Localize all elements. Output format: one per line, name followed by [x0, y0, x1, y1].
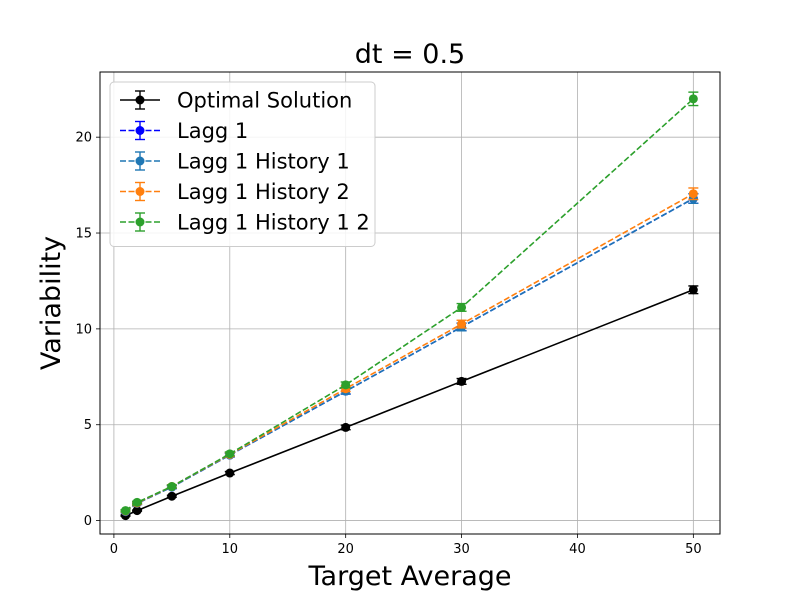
y-tick-label: 5 [84, 418, 92, 433]
data-point [341, 380, 351, 390]
legend-marker [135, 187, 145, 196]
y-tick-label: 10 [75, 322, 92, 337]
data-point [132, 506, 142, 516]
legend-label: Lagg 1 History 1 2 [177, 211, 370, 235]
legend-label: Optimal Solution [177, 89, 352, 113]
x-tick-label: 20 [337, 542, 354, 557]
ticks: 0 10 20 30 40 50 0 5 10 15 20 [75, 131, 701, 557]
legend-entry: Lagg 1 History 1 [120, 150, 350, 174]
x-tick-label: 50 [685, 542, 702, 557]
legend-entry: Lagg 1 History 1 2 [120, 211, 370, 235]
legend-marker [135, 95, 145, 105]
x-tick-label: 0 [110, 542, 118, 557]
y-tick-label: 0 [84, 514, 92, 529]
data-point [167, 491, 177, 501]
legend-marker [135, 156, 145, 166]
x-tick-label: 40 [569, 542, 586, 557]
data-point [457, 319, 467, 329]
data-point [688, 285, 698, 295]
data-point [341, 422, 351, 432]
data-point [132, 497, 142, 507]
data-point [225, 468, 235, 478]
legend-box [109, 81, 376, 247]
y-axis-label: Variability [36, 236, 67, 370]
data-point [120, 506, 130, 516]
data-point [688, 94, 698, 104]
series-4 [120, 91, 699, 516]
series-layer [120, 91, 699, 521]
x-tick-label: 10 [222, 542, 239, 557]
data-point [457, 302, 467, 312]
legend-entry: Lagg 1 [120, 119, 248, 143]
series-0 [120, 285, 699, 521]
data-point [167, 481, 177, 491]
data-point [688, 189, 698, 199]
legend-entry: Optimal Solution [120, 89, 352, 113]
legend: Optimal Solution Lagg 1 Lagg 1 History 1 La… [109, 81, 376, 247]
legend-label: Lagg 1 History 2 [177, 180, 350, 204]
legend-label: Lagg 1 [177, 119, 248, 143]
legend-marker [135, 217, 145, 227]
data-point [225, 449, 235, 459]
legend-entry: Lagg 1 History 2 [120, 180, 350, 204]
legend-label: Lagg 1 History 1 [177, 150, 350, 174]
plot-frame [99, 71, 721, 535]
legend-marker [135, 126, 145, 135]
x-axis-label: Target Average [308, 561, 512, 592]
data-point [457, 376, 467, 386]
y-tick-label: 20 [75, 131, 92, 146]
x-tick-label: 30 [453, 542, 470, 557]
y-tick-label: 15 [75, 227, 92, 242]
chart-title: dt = 0.5 [355, 39, 465, 70]
